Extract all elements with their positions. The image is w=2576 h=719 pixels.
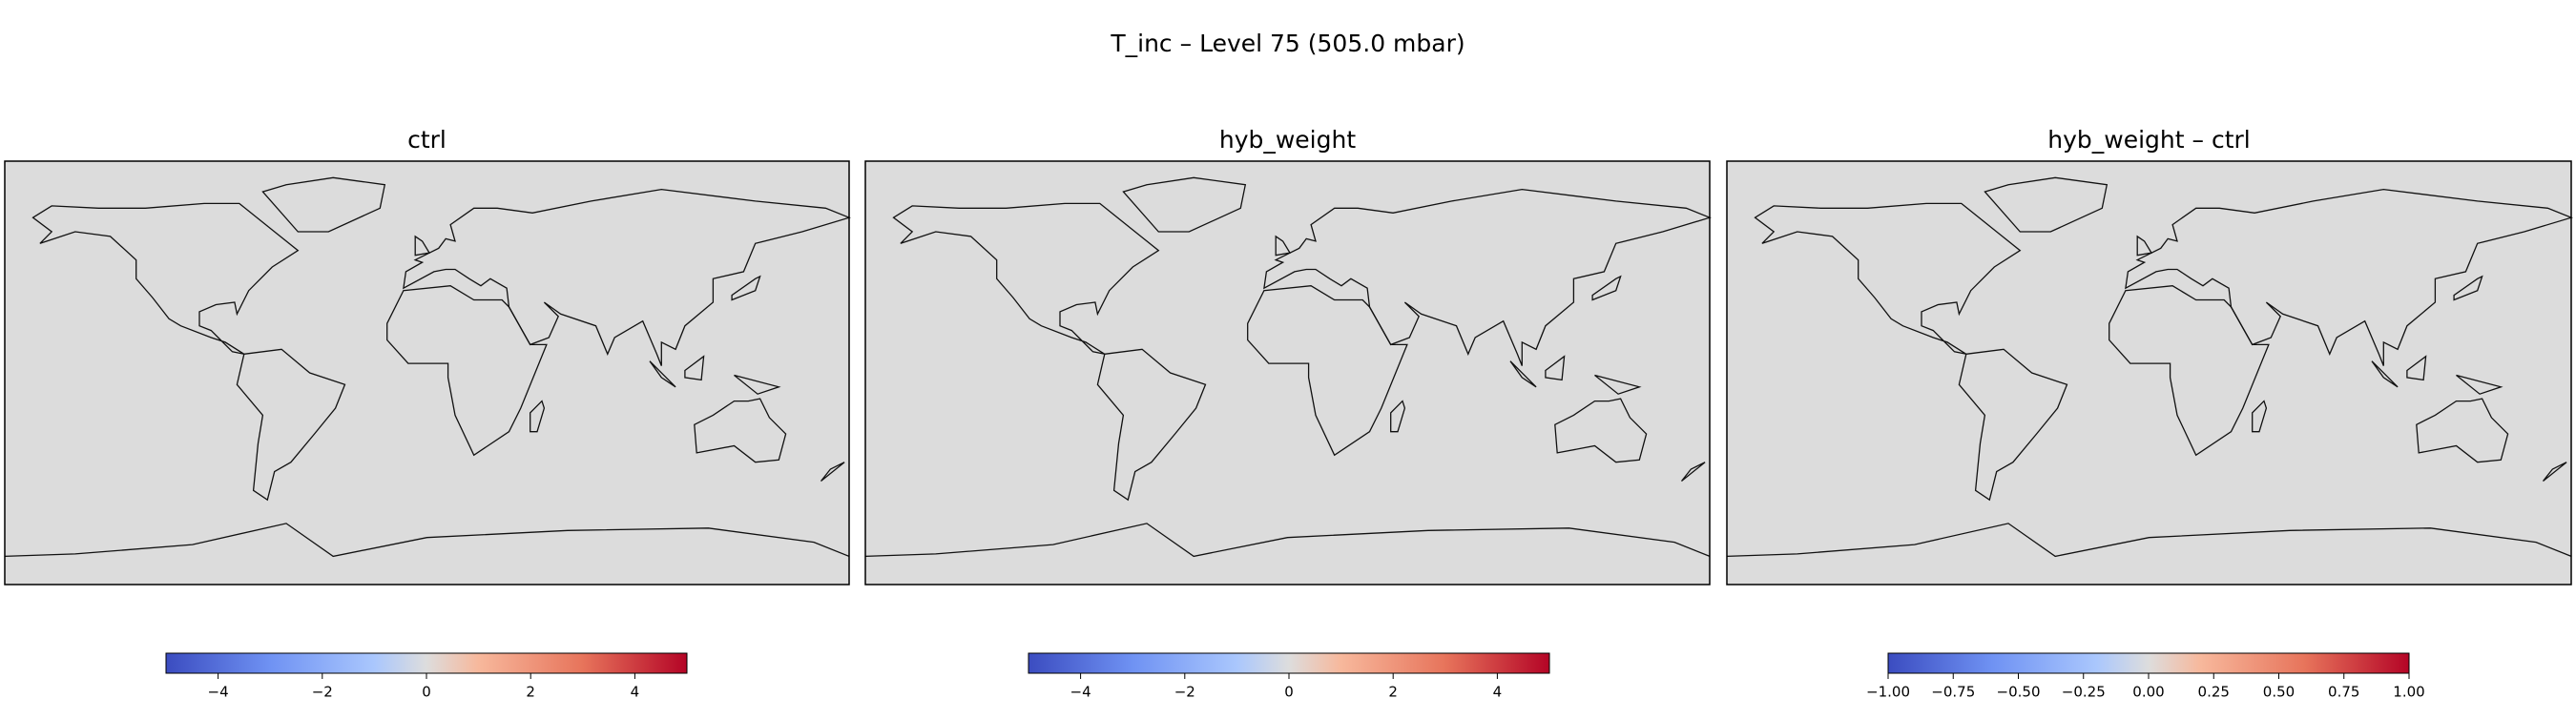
- coastline: [403, 188, 851, 366]
- coastline: [1275, 235, 1292, 257]
- map-frame: [4, 160, 850, 585]
- coastline: [2406, 355, 2427, 381]
- colorbar-tick-label: 0.00: [2132, 684, 2164, 701]
- coastline: [1122, 176, 1247, 233]
- coastline: [1247, 285, 1408, 457]
- coastline: [2416, 398, 2509, 463]
- coastline: [1984, 176, 2109, 233]
- colorbar-tick-label: 2: [526, 684, 535, 701]
- coastline: [1390, 400, 1406, 433]
- coastline: [2542, 462, 2567, 483]
- coastline: [864, 523, 1711, 558]
- coastline: [684, 355, 705, 381]
- colorbar-tick-label: 0.75: [2328, 684, 2359, 701]
- panel-title: ctrl: [407, 126, 447, 154]
- colorbar-tick-label: 0.50: [2263, 684, 2295, 701]
- coastline: [1594, 374, 1642, 395]
- coastline: [734, 374, 781, 395]
- colorbar-tick-label: −0.50: [1997, 684, 2041, 701]
- colorbar-tick-label: −0.75: [1931, 684, 1975, 701]
- coastline: [4, 523, 850, 558]
- coastline: [1680, 462, 1706, 483]
- coastline: [649, 360, 676, 388]
- colorbar-tick-label: −4: [1070, 684, 1091, 701]
- colorbar: [1887, 652, 2410, 674]
- coastline: [1545, 355, 1566, 381]
- colorbar-tick-label: −2: [1174, 684, 1195, 701]
- coastline: [236, 348, 346, 502]
- coastline: [2456, 374, 2503, 395]
- colorbar-tick-label: −1.00: [1866, 684, 1910, 701]
- map-background: [1727, 161, 2571, 585]
- coastline: [2136, 235, 2153, 257]
- colorbar-tick-label: 4: [631, 684, 640, 701]
- coastline: [2109, 285, 2270, 457]
- colorbar-tick-label: 1.00: [2393, 684, 2424, 701]
- colorbar-tick-label: −0.25: [2062, 684, 2106, 701]
- coastline: [694, 398, 787, 463]
- map-background: [5, 161, 849, 585]
- colorbar-tick-label: 0.25: [2198, 684, 2230, 701]
- coastline: [892, 202, 1160, 355]
- colorbar: [1028, 652, 1550, 674]
- map-frame: [864, 160, 1711, 585]
- coastline: [2252, 400, 2268, 433]
- map-background: [865, 161, 1710, 585]
- colorbar-tick-label: −4: [208, 684, 229, 701]
- coastline: [414, 235, 431, 257]
- coastline: [2125, 188, 2573, 366]
- coastline: [731, 275, 761, 301]
- coastline: [31, 202, 300, 355]
- coastline: [1591, 275, 1622, 301]
- coastline: [1754, 202, 2022, 355]
- coastline: [386, 285, 548, 457]
- colorbar-tick-label: −2: [312, 684, 333, 701]
- figure-title: T_inc – Level 75 (505.0 mbar): [1110, 30, 1465, 57]
- coastline: [2371, 360, 2399, 388]
- coastline: [820, 462, 845, 483]
- panel-title: hyb_weight: [1219, 126, 1356, 154]
- colorbar-tick-label: 4: [1493, 684, 1503, 701]
- coastline: [1096, 348, 1207, 502]
- colorbar-tick-label: 2: [1388, 684, 1398, 701]
- map-frame: [1726, 160, 2572, 585]
- colorbar: [165, 652, 688, 674]
- coastline: [1263, 188, 1712, 366]
- coastline: [2453, 275, 2483, 301]
- colorbar-tick-label: 0: [1284, 684, 1294, 701]
- colorbar-tick-label: 0: [422, 684, 431, 701]
- coastline: [1958, 348, 2068, 502]
- coastline: [261, 176, 386, 233]
- panel-title: hyb_weight – ctrl: [2047, 126, 2250, 154]
- coastline: [1554, 398, 1648, 463]
- coastline: [1726, 523, 2572, 558]
- coastline: [1509, 360, 1537, 388]
- coastline: [530, 400, 546, 433]
